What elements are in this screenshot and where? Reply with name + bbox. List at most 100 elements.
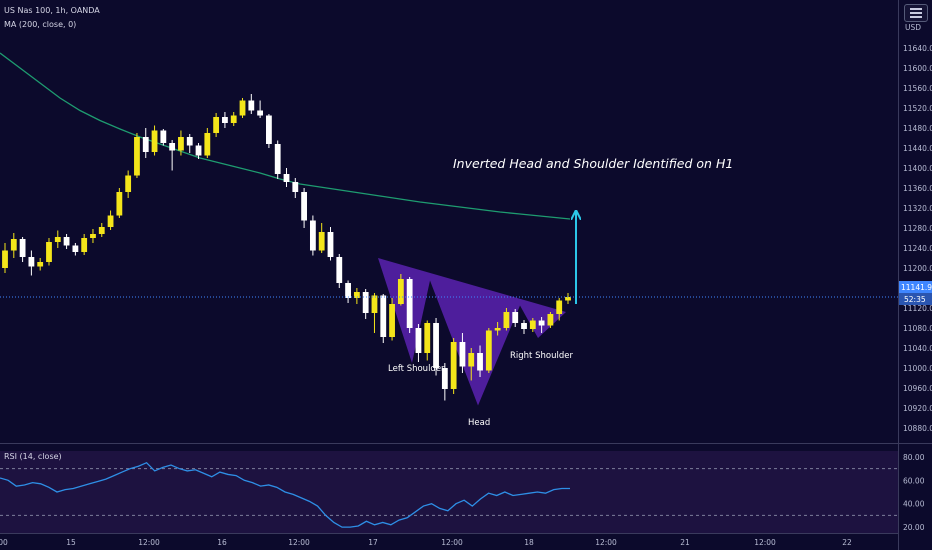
price-tick-label: 10960.0 [903, 384, 932, 393]
price-tick-label: 11560.0 [903, 84, 932, 93]
candle-body [362, 292, 369, 313]
candle-body [46, 242, 52, 262]
candle-body [116, 192, 123, 216]
candle-body [512, 312, 519, 323]
candle-body [494, 328, 501, 331]
candle-body [283, 174, 290, 182]
candle-body [274, 144, 281, 174]
candle-body [230, 115, 237, 123]
candle-body [98, 227, 105, 234]
rsi-tick-label: 40.00 [903, 500, 925, 509]
candle-body [547, 314, 554, 326]
candle-body [186, 137, 193, 146]
candle-body [503, 312, 510, 328]
time-tick-label: 12:00 [138, 538, 160, 547]
time-tick-label: 18 [524, 538, 534, 547]
price-badge [899, 281, 932, 293]
candle-body [19, 239, 26, 257]
inverse-head-and-shoulders-pattern [378, 258, 566, 406]
countdown-badge [899, 293, 932, 305]
price-tick-label: 11400.0 [903, 164, 932, 173]
price-tick-label: 11320.0 [903, 204, 932, 213]
rsi-tick-label: 60.00 [903, 476, 925, 485]
price-tick-label: 11600.0 [903, 64, 932, 73]
candle-body [309, 220, 316, 251]
time-tick-label: 12:00 [288, 538, 310, 547]
time-tick-label: 17 [368, 538, 378, 547]
candle-body [406, 279, 413, 328]
candle-body [248, 100, 255, 111]
candle-body [178, 137, 184, 151]
candle-body [397, 279, 404, 304]
candle-body [169, 143, 176, 151]
candle-body [37, 262, 44, 267]
price-tick-label: 11120.0 [903, 304, 932, 313]
rsi-line [0, 461, 570, 528]
price-tick-label: 11000.0 [903, 364, 932, 373]
candle-body [371, 295, 378, 313]
price-tick-label: 11240.0 [903, 244, 932, 253]
ma-200-layer [0, 52, 571, 220]
axes-layer: 11640.0 11600.0 11560.0 11520.0 11480.0 11440… [0, 44, 932, 547]
candle-body [450, 342, 457, 389]
candle-body [28, 257, 35, 267]
time-tick-label: 00 [0, 538, 8, 547]
candle-body [72, 245, 79, 252]
candle-body [195, 145, 202, 156]
rsi-background [0, 451, 898, 533]
candle-body [2, 250, 8, 268]
rsi-layer [0, 461, 898, 528]
candle-body [529, 320, 536, 329]
candle-body [292, 182, 299, 192]
price-tick-label: 11200.0 [903, 264, 932, 273]
price-tick-label: 10920.0 [903, 404, 932, 413]
candle-body [345, 283, 351, 298]
rsi-tick-label: 80.00 [903, 453, 925, 462]
candle-body [125, 175, 132, 192]
candle-body [266, 115, 272, 144]
candle-body [380, 295, 387, 337]
price-tick-label: 11520.0 [903, 104, 932, 113]
candle-body [538, 320, 545, 326]
time-tick-label: 15 [66, 538, 76, 547]
candle-body [81, 238, 88, 252]
candle-body [485, 330, 492, 371]
price-badge-value: 11141.9 [901, 283, 932, 292]
candle-body [477, 353, 483, 371]
price-tick-label: 10880.0 [903, 424, 932, 433]
time-tick-label: 12:00 [754, 538, 776, 547]
candle-body [107, 215, 114, 227]
candles-layer [2, 94, 571, 401]
head-label: Head [468, 418, 490, 428]
candle-body [10, 239, 17, 251]
rsi-tick-label: 20.00 [903, 523, 925, 532]
time-tick-label: 21 [680, 538, 690, 547]
candle-body [424, 323, 431, 353]
candle-body [63, 237, 70, 246]
candle-body [239, 100, 246, 116]
candle-body [213, 117, 220, 133]
price-tick-label: 11480.0 [903, 124, 932, 133]
candle-body [134, 137, 140, 176]
candle-body [142, 137, 149, 152]
candle-body [257, 110, 264, 116]
price-tick-label: 11040.0 [903, 344, 932, 353]
candle-body [222, 117, 228, 123]
currency-label: USD [905, 23, 921, 32]
time-tick-label: 22 [842, 538, 852, 547]
price-tick-label: 11360.0 [903, 184, 932, 193]
ma-200-line [0, 52, 571, 220]
rsi-legend: RSI (14, close) [4, 452, 62, 461]
candle-body [301, 192, 307, 221]
price-tick-label: 11640.0 [903, 44, 932, 53]
candle-body [468, 353, 475, 367]
pattern-polygon [378, 258, 566, 406]
candle-body [204, 133, 211, 156]
menu-icon[interactable] [904, 4, 928, 22]
candle-body [327, 232, 334, 257]
candle-body [441, 368, 448, 389]
left-shoulder-label: Left Shoulder [388, 364, 445, 374]
candle-body [353, 292, 360, 298]
time-tick-label: 12:00 [441, 538, 463, 547]
